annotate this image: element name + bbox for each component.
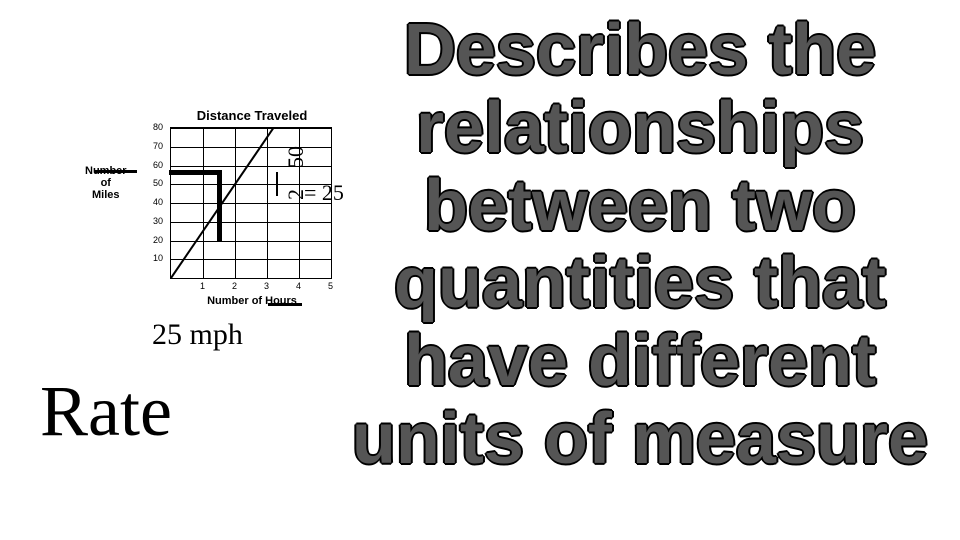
y-tick-label: 80 xyxy=(153,122,167,132)
definition-line: between two xyxy=(424,166,856,246)
x-tick-label: 4 xyxy=(296,281,301,291)
definition-line: have different xyxy=(404,321,876,401)
definition-line: relationships xyxy=(416,88,864,168)
gridline-horizontal xyxy=(171,259,331,260)
chart-title: Distance Traveled xyxy=(152,108,352,123)
y-tick-label: 40 xyxy=(153,197,167,207)
distance-chart: Distance Traveled 123451020304050607080 … xyxy=(152,108,352,307)
y-tick-label: 30 xyxy=(153,216,167,226)
y-tick-label: 70 xyxy=(153,141,167,151)
triangle-vertical-line xyxy=(217,170,222,242)
gridline-horizontal xyxy=(171,222,331,223)
y-tick-label: 50 xyxy=(153,178,167,188)
definition-line: Describes the xyxy=(404,10,876,90)
x-tick-label: 5 xyxy=(328,281,333,291)
y-label-line: Miles xyxy=(85,189,127,201)
fraction-result: = 25 xyxy=(304,180,344,206)
y-label-line: of xyxy=(85,177,127,189)
y-tick-label: 20 xyxy=(153,235,167,245)
y-label-underline xyxy=(95,170,137,173)
definition-text: Describes therelationshipsbetween twoqua… xyxy=(340,12,940,479)
fraction-bar xyxy=(276,172,278,196)
rate-value: 25 mph xyxy=(152,318,243,352)
triangle-horizontal-line xyxy=(169,170,221,175)
x-tick-label: 3 xyxy=(264,281,269,291)
y-tick-label: 60 xyxy=(153,160,167,170)
definition-line: units of measure xyxy=(352,399,928,479)
definition-line: quantities that xyxy=(394,243,886,323)
x-tick-label: 2 xyxy=(232,281,237,291)
x-tick-label: 1 xyxy=(200,281,205,291)
rate-word: Rate xyxy=(40,370,172,453)
x-label-underline xyxy=(268,303,302,306)
gridline-horizontal xyxy=(171,128,331,129)
chart-x-label: Number of Hours xyxy=(152,295,352,307)
y-tick-label: 10 xyxy=(153,253,167,263)
fraction-numerator: 50 xyxy=(283,146,309,168)
